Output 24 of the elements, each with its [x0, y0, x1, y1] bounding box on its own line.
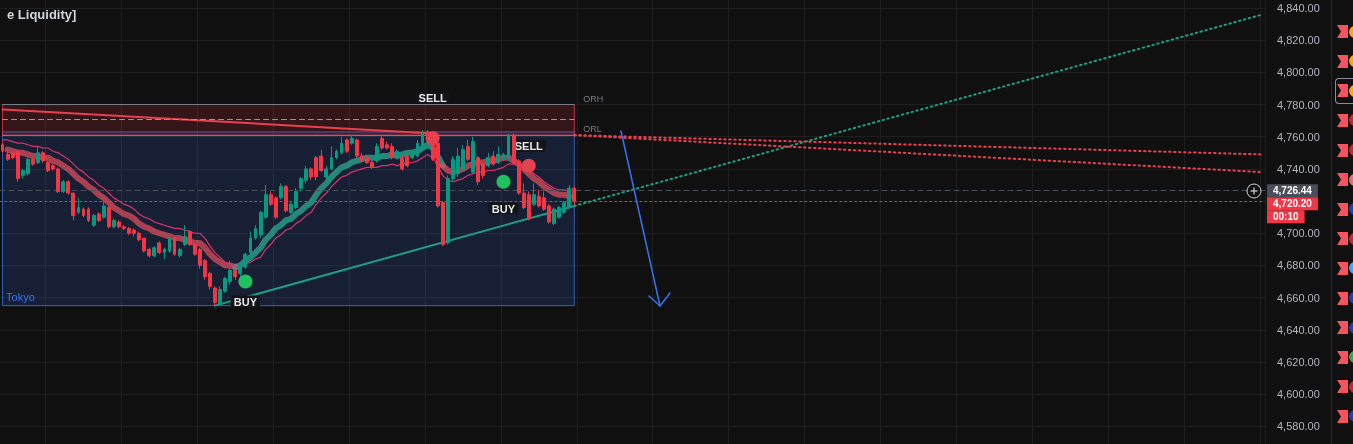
ref-line-label: 4,720.20	[1273, 198, 1313, 210]
y-tick-label: 4,580.00	[1277, 420, 1320, 433]
data-label: BUY	[491, 202, 516, 215]
ref-line-label: 4,726.44	[1273, 185, 1313, 197]
y-tick-label: 4,680.00	[1277, 259, 1320, 272]
data-label: BUY	[233, 296, 258, 309]
text: e Liquidity]	[7, 7, 77, 22]
y-tick-label: 4,840.00	[1277, 2, 1320, 15]
y-tick-label: 4,820.00	[1277, 34, 1320, 47]
y-tick-label: 4,640.00	[1277, 323, 1320, 336]
y-tick-label: 4,800.00	[1277, 66, 1320, 79]
data-label: SELL	[514, 140, 544, 153]
ref-line-label: ORL	[583, 124, 602, 135]
y-tick-label: 4,600.00	[1277, 388, 1320, 401]
y-tick-label: 4,700.00	[1277, 227, 1320, 240]
y-tick-label: 4,760.00	[1277, 130, 1320, 143]
band-label: Tokyo	[6, 290, 35, 303]
y-tick-label: 4,740.00	[1277, 162, 1320, 175]
data-label: SELL	[418, 91, 447, 104]
y-tick-label: 4,620.00	[1277, 355, 1320, 368]
ref-line-label: ORH	[583, 93, 604, 104]
text: 00:10	[1273, 211, 1300, 223]
y-tick-label: 4,660.00	[1277, 291, 1320, 304]
y-tick-label: 4,780.00	[1277, 98, 1320, 111]
